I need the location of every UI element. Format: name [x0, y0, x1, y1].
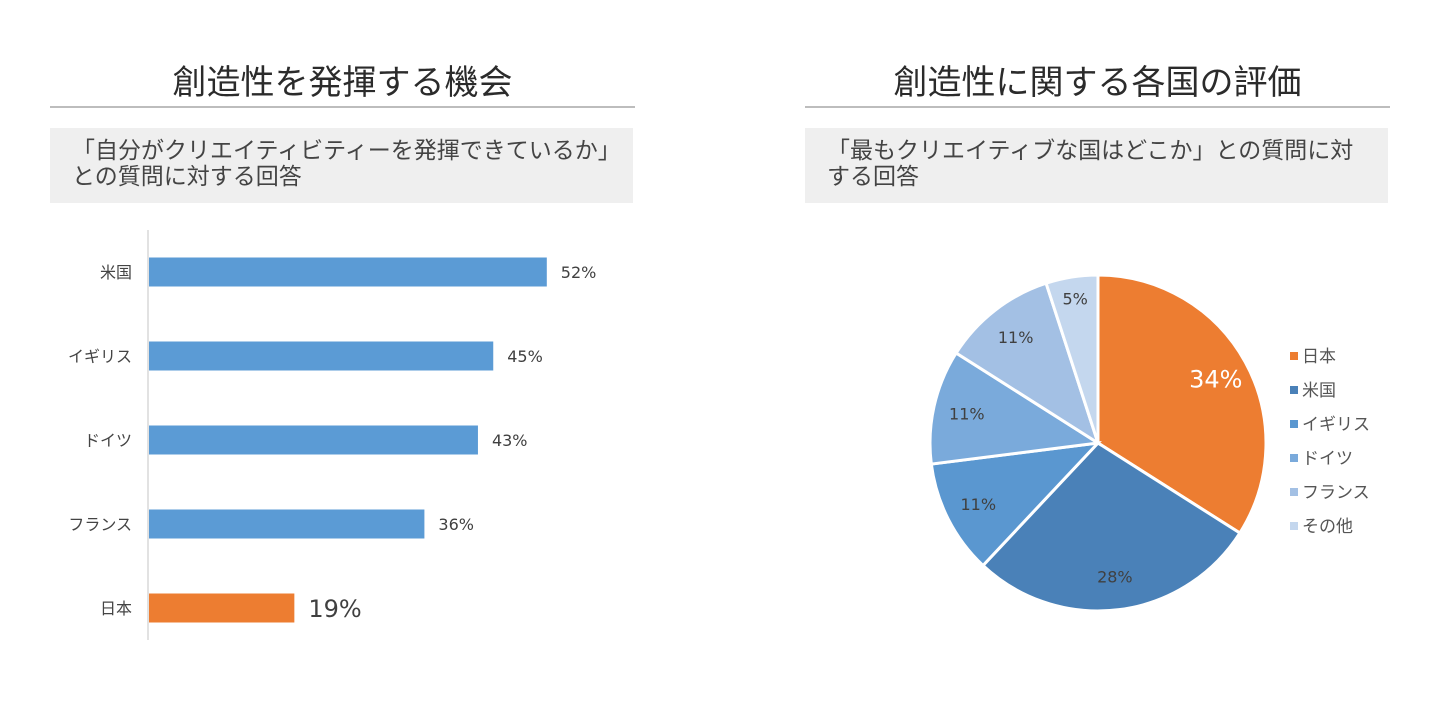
legend-swatch [1290, 386, 1298, 394]
bar-category-label: フランス [68, 515, 132, 534]
legend-label: 米国 [1302, 381, 1336, 401]
legend-label: イギリス [1302, 415, 1370, 435]
legend-swatch [1290, 522, 1298, 530]
legend-label: ドイツ [1302, 449, 1353, 469]
pie-value-label: 11% [960, 495, 996, 514]
bar-category-label: ドイツ [84, 431, 132, 450]
legend-label: 日本 [1302, 347, 1336, 367]
legend-swatch [1290, 488, 1298, 496]
bar-chart: 米国 52% イギリス 45% ドイツ 43% フランス 36% 日本 19% [68, 230, 596, 640]
bar-value-label: 45% [507, 347, 543, 366]
bar-3 [149, 509, 425, 539]
bar-4 [149, 593, 295, 623]
bar-2 [149, 425, 478, 455]
left-title-divider [50, 106, 635, 108]
pie-value-label: 11% [949, 405, 985, 424]
pie-value-label: 11% [998, 328, 1034, 347]
bar-value-label: 52% [561, 263, 597, 282]
pie-value-label: 5% [1062, 290, 1087, 309]
pie-chart: 34% 28% 11% 11% 11% 5% [928, 273, 1268, 613]
right-chart-title: 創造性に関する各国の評価 [893, 63, 1302, 103]
pie-slice-5 [1044, 273, 1100, 444]
pie-slice-2 [929, 440, 1102, 568]
pie-value-label: 28% [1097, 567, 1133, 586]
legend-swatch [1290, 352, 1298, 360]
right-chart-question: 「最もクリエイティブな国はどこか」との質問に対する回答 [805, 128, 1388, 203]
legend-swatch [1290, 420, 1298, 428]
pie-slice-3 [928, 350, 1103, 466]
bar-value-label: 43% [492, 431, 528, 450]
bar-value-label: 19% [308, 595, 361, 623]
bar-value-label: 36% [438, 515, 474, 534]
right-title-divider [805, 106, 1390, 108]
bar-0 [149, 257, 547, 287]
legend-label: その他 [1302, 517, 1353, 537]
left-chart-title: 創造性を発揮する機会 [172, 63, 513, 103]
pie-value-label: 34% [1189, 365, 1242, 393]
legend-swatch [1290, 454, 1298, 462]
pie-slice-4 [954, 281, 1101, 447]
left-chart-question: 「自分がクリエイティビティーを発揮できているか」との質問に対する回答 [50, 128, 633, 203]
bar-1 [149, 341, 494, 371]
bar-category-label: 日本 [100, 599, 132, 618]
bar-category-label: 米国 [100, 263, 132, 282]
legend-label: フランス [1302, 483, 1370, 503]
pie-slice-1 [980, 441, 1242, 613]
bar-category-label: イギリス [68, 347, 132, 366]
